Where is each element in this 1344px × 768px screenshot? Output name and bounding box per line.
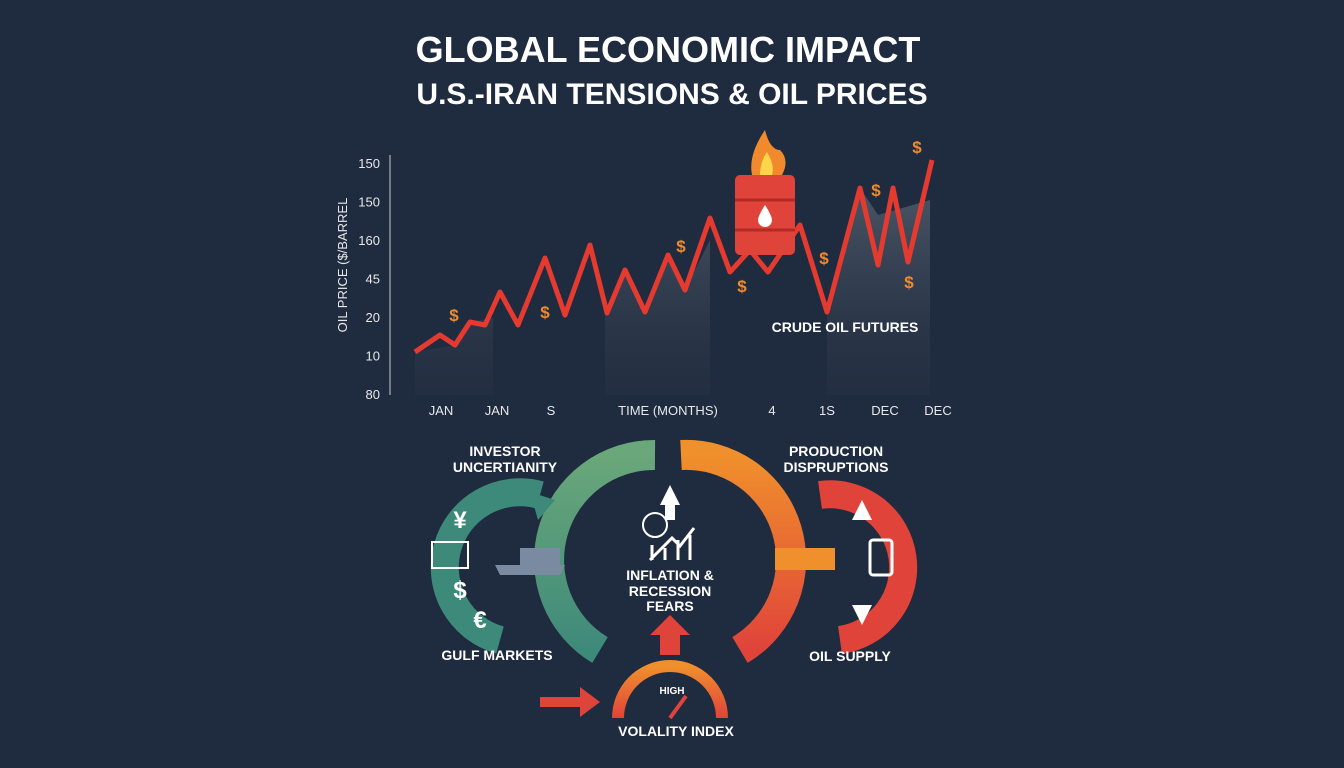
price-marker: $ [904,273,914,292]
area-shade [415,188,930,395]
gauge-title: VOLALITY INDEX [618,723,734,739]
arrow-right [540,687,600,717]
y-tick-label: 45 [366,272,380,287]
gauge-label: HIGH [660,686,685,697]
arc-right [680,439,807,663]
arc-small-right [818,480,918,654]
currency: € [473,607,486,634]
y-tick-label: 150 [358,195,380,210]
y-tick-label: 150 [358,156,380,171]
y-tick-label: 160 [358,233,380,248]
subtitle: U.S.-IRAN TENSIONS & OIL PRICES [416,78,927,111]
x-tick-label: 4 [768,403,775,418]
label: UNCERTIANITY [453,459,558,475]
arrow-up [660,485,680,520]
x-tick-label: DEC [871,403,898,418]
price-marker: $ [871,181,881,200]
currency: $ [453,577,467,604]
price-line [413,159,935,355]
arrow-head [530,492,555,520]
arc-left [534,439,656,663]
oil-barrel [735,130,795,255]
y-tick-label: 80 [366,387,380,402]
ship-icon [495,548,565,575]
gauge-needle [668,694,688,720]
currency: ¥ [453,507,467,534]
title: GLOBAL ECONOMIC IMPACT [416,29,921,70]
center-label: FEARS [646,598,693,614]
label: OIL SUPPLY [809,648,891,664]
price-marker: $ [540,303,550,322]
price-marker: $ [819,249,829,268]
chart-icon [431,541,469,569]
arrow-up [650,615,690,655]
x-tick-label: 1S [819,403,835,418]
y-tick-label: 20 [366,310,380,325]
price-marker: $ [912,138,922,157]
x-tick-label: DEC [924,403,951,418]
label: PRODUCTION [789,443,883,459]
center-label: RECESSION [629,583,711,599]
chart: $ $ $ $ $ $ $ $ CRUDE OIL FUTURES OIL PR… [335,130,935,395]
price-marker: $ [449,306,459,325]
x-tick-label: JAN [429,403,454,418]
label: INVESTOR [469,443,540,459]
arc-small-left [430,478,544,654]
growth-icon [648,527,696,562]
x-tick-label: JAN [485,403,510,418]
price-marker: $ [737,277,747,296]
gauge [612,660,728,719]
label: DISPRUPTIONS [783,459,888,475]
price-marker: $ [676,237,686,256]
annotation: CRUDE OIL FUTURES [772,319,919,335]
y-tick-label: 10 [366,349,380,364]
diagram: ¥ $ € INVESTOR UNCERTIANITY GULF MARKETS… [430,439,918,739]
pipe [775,548,835,570]
x-tick-label: S [547,403,556,418]
y-axis-label: OIL PRICE ($/BARREL [335,198,350,333]
globe-icon [642,512,668,538]
center-label: INFLATION & [626,567,714,583]
pump-icon [868,538,894,577]
label: GULF MARKETS [441,647,552,663]
x-tick-label: TIME (MONTHS) [618,403,718,418]
